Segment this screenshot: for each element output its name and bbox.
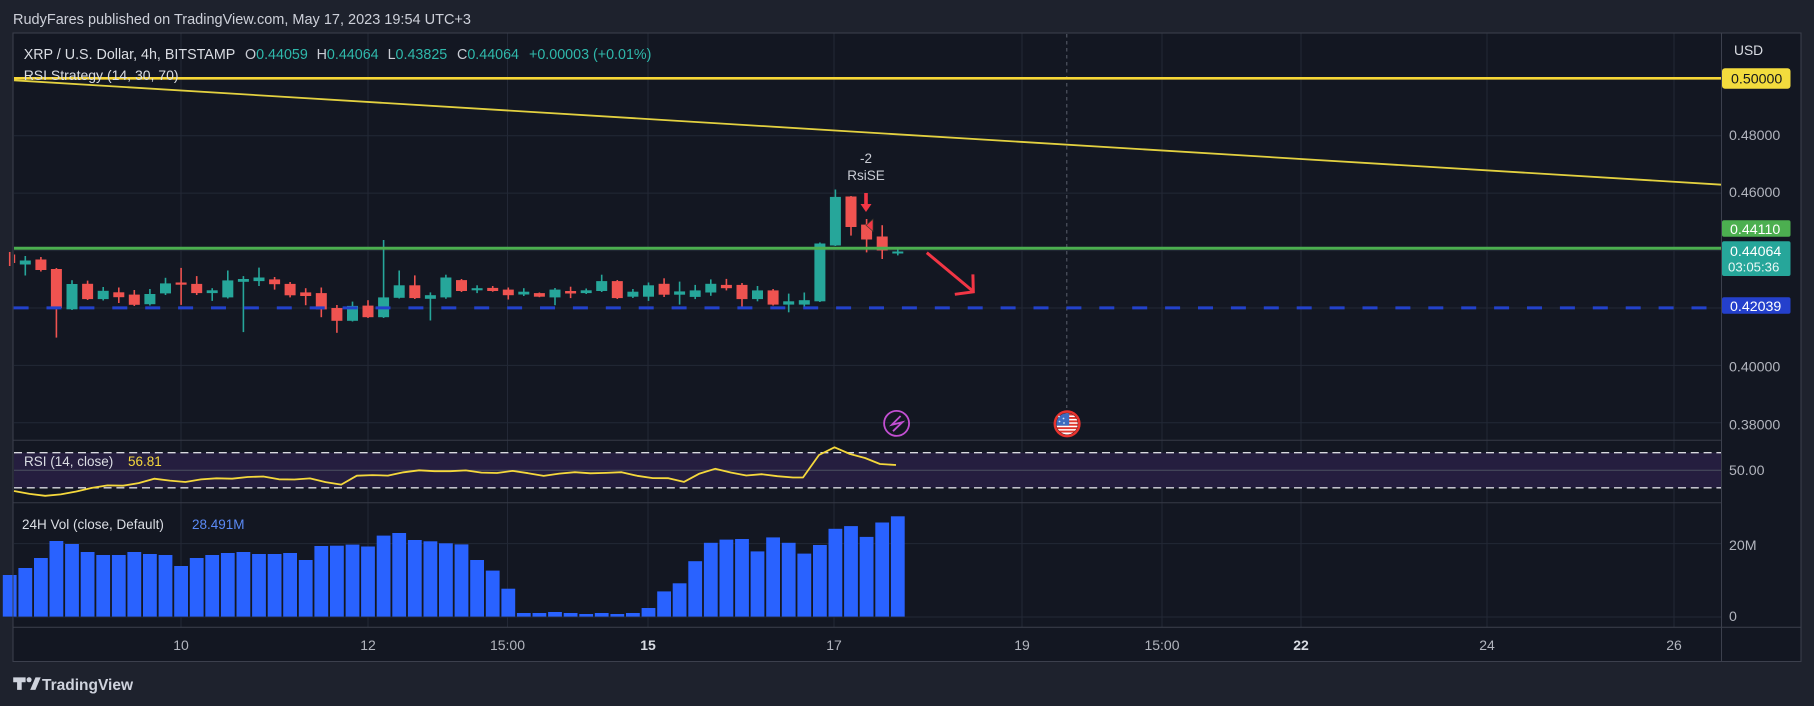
svg-text:15: 15 xyxy=(640,637,656,653)
svg-text:TradingView: TradingView xyxy=(42,677,134,694)
svg-text:RSI Strategy (14, 30, 70): RSI Strategy (14, 30, 70) xyxy=(24,67,179,83)
svg-text:10: 10 xyxy=(173,637,189,653)
svg-text:USD: USD xyxy=(1734,43,1763,58)
svg-text:RSI (14, close): RSI (14, close) xyxy=(24,454,113,469)
svg-text:0.48000: 0.48000 xyxy=(1729,128,1780,144)
svg-text:19: 19 xyxy=(1014,637,1030,653)
svg-text:H0.44064: H0.44064 xyxy=(317,47,379,63)
svg-text:26: 26 xyxy=(1666,637,1682,653)
svg-text:22: 22 xyxy=(1293,637,1309,653)
svg-text:C0.44064: C0.44064 xyxy=(457,47,519,63)
svg-text:15:00: 15:00 xyxy=(1144,637,1179,653)
svg-text:03:05:36: 03:05:36 xyxy=(1728,260,1779,275)
svg-text:0.42039: 0.42039 xyxy=(1730,299,1781,315)
svg-text:20M: 20M xyxy=(1729,538,1757,554)
svg-text:+0.00003 (+0.01%): +0.00003 (+0.01%) xyxy=(529,47,651,63)
svg-text:0.40000: 0.40000 xyxy=(1729,359,1780,375)
svg-text:0.44110: 0.44110 xyxy=(1730,222,1780,238)
svg-text:XRP / U.S. Dollar, 4h, BITSTAM: XRP / U.S. Dollar, 4h, BITSTAMP xyxy=(24,47,236,63)
svg-text:RsiSE: RsiSE xyxy=(847,168,885,183)
svg-text:50.00: 50.00 xyxy=(1729,463,1765,479)
svg-text:15:00: 15:00 xyxy=(490,637,525,653)
svg-text:0.44064: 0.44064 xyxy=(1730,244,1781,260)
svg-text:12: 12 xyxy=(360,637,376,653)
svg-text:0: 0 xyxy=(1729,609,1737,625)
svg-text:0.46000: 0.46000 xyxy=(1729,185,1780,201)
svg-text:O0.44059: O0.44059 xyxy=(245,47,308,63)
svg-text:-2: -2 xyxy=(860,151,872,166)
svg-text:17: 17 xyxy=(826,637,842,653)
svg-text:24H Vol (close, Default): 24H Vol (close, Default) xyxy=(22,517,164,532)
svg-text:RudyFares published on Trading: RudyFares published on TradingView.com, … xyxy=(13,12,471,28)
svg-text:L0.43825: L0.43825 xyxy=(388,47,448,63)
svg-text:56.81: 56.81 xyxy=(128,454,162,469)
svg-text:0.50000: 0.50000 xyxy=(1731,72,1782,88)
svg-text:28.491M: 28.491M xyxy=(192,517,245,532)
svg-text:0.38000: 0.38000 xyxy=(1729,417,1780,433)
svg-text:24: 24 xyxy=(1479,637,1495,653)
